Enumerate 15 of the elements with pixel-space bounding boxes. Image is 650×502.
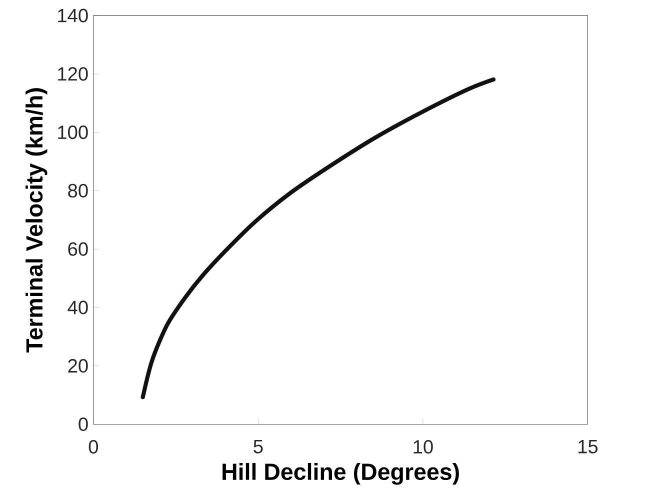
y-tick-label: 0 [78, 417, 88, 431]
x-tick-label: 5 [254, 440, 263, 454]
x-tick-label: 10 [414, 440, 433, 454]
line-series [140, 77, 496, 400]
y-tick-label: 60 [68, 242, 88, 256]
y-axis-title: Terminal Velocity (km/h) [26, 88, 48, 353]
x-tick-label: 15 [578, 440, 598, 454]
x-axis-title: Hill Decline (Degrees) [222, 462, 459, 485]
y-tick-label: 120 [58, 67, 88, 81]
y-tick-label: 40 [68, 300, 88, 314]
x-tick-label: 0 [88, 440, 98, 454]
y-tick-label: 80 [68, 184, 88, 198]
y-tick-label: 20 [68, 359, 88, 373]
y-tick-label: 100 [58, 126, 88, 140]
y-tick-label: 140 [58, 8, 88, 22]
